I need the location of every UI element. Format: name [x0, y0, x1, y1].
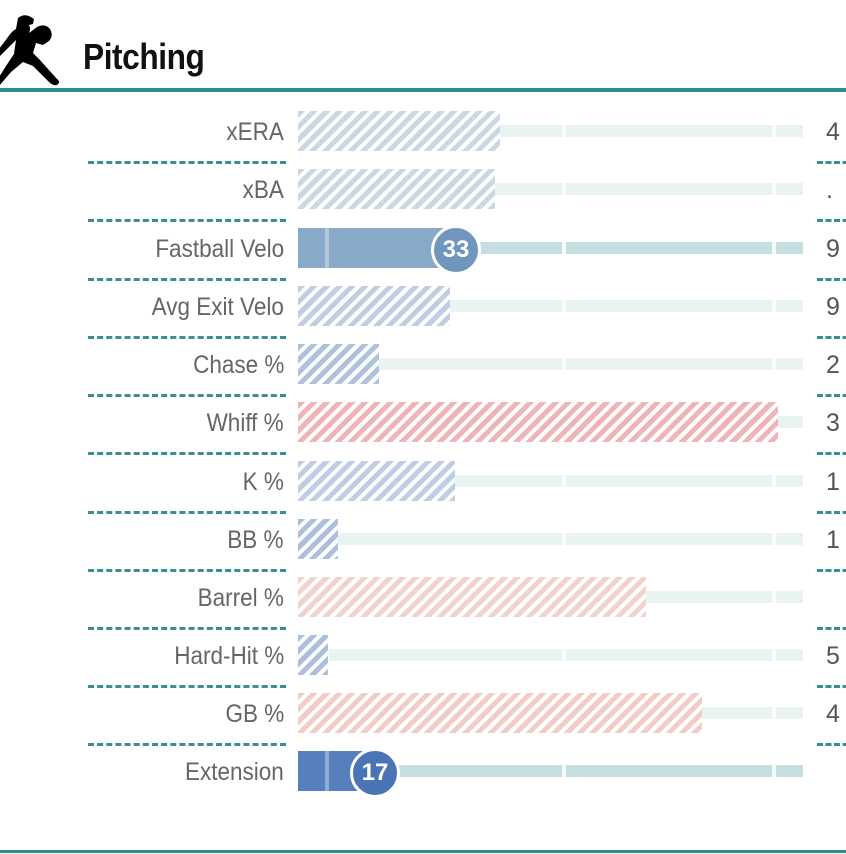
percentile-bar — [298, 519, 338, 559]
percentile-rank-badge: 33 — [431, 225, 481, 275]
metric-label: Extension — [185, 758, 284, 786]
row-divider — [88, 336, 286, 339]
page-title: Pitching — [83, 36, 205, 77]
track-tick — [772, 649, 776, 661]
percentile-bar — [298, 228, 455, 268]
metric-row: BB % 1 — [0, 516, 846, 574]
metric-label: GB % — [225, 700, 284, 728]
metric-value: 9 — [826, 235, 840, 263]
bar-tick — [325, 751, 329, 791]
row-divider — [88, 685, 286, 688]
track-tick — [562, 533, 566, 545]
percentile-bar — [298, 111, 500, 151]
row-divider-right — [817, 569, 846, 572]
metric-value: 2 — [826, 351, 840, 379]
metric-value: 4 — [826, 118, 840, 146]
metric-label: K % — [242, 468, 284, 496]
track-tick — [562, 358, 566, 370]
header-divider — [0, 88, 846, 92]
row-divider-right — [817, 219, 846, 222]
percentile-track — [298, 649, 803, 661]
metric-label: Barrel % — [197, 584, 284, 612]
metric-label: Whiff % — [206, 409, 284, 437]
metric-label: xERA — [226, 118, 284, 146]
metric-value: . — [826, 176, 833, 204]
percentile-track — [298, 533, 803, 545]
row-divider — [88, 278, 286, 281]
row-divider-right — [817, 511, 846, 514]
metric-label: BB % — [227, 526, 284, 554]
row-divider — [88, 161, 286, 164]
metric-value: 5 — [826, 642, 840, 670]
row-divider-right — [817, 743, 846, 746]
metric-row: Fastball Velo 33 9 — [0, 225, 846, 283]
row-divider — [88, 627, 286, 630]
metric-value: 3 — [826, 409, 840, 437]
row-divider-right — [817, 394, 846, 397]
row-divider — [88, 394, 286, 397]
metric-row: Barrel % — [0, 574, 846, 632]
metric-row: K % 1 — [0, 458, 846, 516]
footer-divider — [0, 850, 846, 853]
metric-row: xERA 4 — [0, 108, 846, 166]
track-tick — [772, 707, 776, 719]
row-divider-right — [817, 627, 846, 630]
track-tick — [562, 475, 566, 487]
percentile-bar — [298, 344, 379, 384]
metric-row: Avg Exit Velo 9 — [0, 283, 846, 341]
metric-label: Hard-Hit % — [173, 642, 284, 670]
track-tick — [772, 591, 776, 603]
percentile-bar — [298, 461, 455, 501]
percentile-bar — [298, 577, 646, 617]
metric-row: Whiff % 3 — [0, 399, 846, 457]
percentile-bar — [298, 693, 702, 733]
percentile-bar — [298, 169, 495, 209]
track-tick — [772, 765, 776, 777]
percentile-bar — [298, 635, 328, 675]
pitcher-silhouette-icon — [0, 15, 59, 86]
metric-label: Chase % — [192, 351, 284, 379]
track-tick — [562, 300, 566, 312]
row-divider — [88, 569, 286, 572]
row-divider-right — [817, 452, 846, 455]
metric-value: 4 — [826, 700, 840, 728]
metric-label: xBA — [242, 176, 284, 204]
row-divider — [88, 452, 286, 455]
section-header: Pitching — [0, 0, 846, 92]
metric-value: 1 — [826, 468, 840, 496]
metric-row: xBA. — [0, 166, 846, 224]
metric-value: 1 — [826, 526, 840, 554]
track-tick — [562, 125, 566, 137]
track-tick — [772, 533, 776, 545]
percentile-bar — [298, 402, 778, 442]
track-tick — [772, 300, 776, 312]
track-tick — [562, 242, 566, 254]
metric-row: GB % 4 — [0, 690, 846, 748]
metric-row: Hard-Hit % 5 — [0, 632, 846, 690]
percentile-rank-badge: 17 — [350, 748, 400, 798]
metric-label: Avg Exit Velo — [151, 293, 284, 321]
row-divider — [88, 219, 286, 222]
metric-value: 9 — [826, 293, 840, 321]
track-tick — [772, 358, 776, 370]
row-divider-right — [817, 161, 846, 164]
row-divider — [88, 743, 286, 746]
track-tick — [772, 242, 776, 254]
row-divider-right — [817, 685, 846, 688]
percentile-bar — [298, 286, 450, 326]
row-divider-right — [817, 278, 846, 281]
track-tick — [772, 475, 776, 487]
row-divider — [88, 511, 286, 514]
track-tick — [772, 125, 776, 137]
metric-row: Extension 17 — [0, 748, 846, 806]
metric-label: Fastball Velo — [155, 235, 284, 263]
row-divider-right — [817, 336, 846, 339]
track-tick — [772, 183, 776, 195]
track-tick — [562, 765, 566, 777]
track-tick — [562, 649, 566, 661]
track-tick — [562, 183, 566, 195]
metric-row: Chase % 2 — [0, 341, 846, 399]
bar-tick — [325, 228, 329, 268]
